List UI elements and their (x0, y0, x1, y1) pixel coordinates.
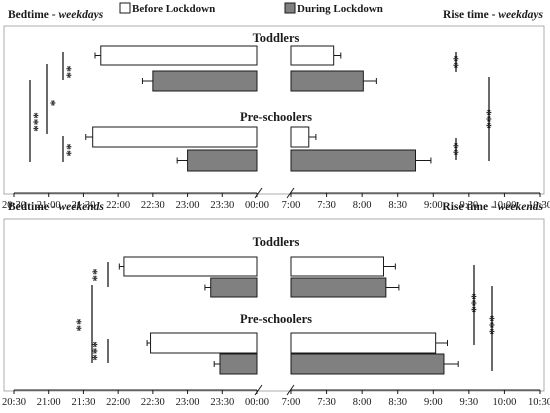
x-tick-label: 00:00 (245, 397, 269, 408)
x-tick-label: 8:00 (353, 397, 372, 408)
axis-break-mark (254, 187, 263, 199)
panel-title: Bedtime - weekdays (8, 9, 104, 21)
panel-title-day-type: weekends (58, 201, 104, 213)
bar-before (150, 332, 258, 354)
legend-label: During Lockdown (297, 3, 383, 15)
x-tick-label: 9:00 (424, 397, 443, 408)
x-tick-label: 22:00 (106, 397, 130, 408)
x-tick-label: 20:30 (2, 397, 26, 408)
significance-stars: ** (450, 56, 465, 69)
axis-break-mark (286, 384, 295, 396)
x-tick-label: 21:30 (71, 397, 95, 408)
significance-stars: *** (486, 315, 501, 335)
panel-title-day-type: weekdays (58, 9, 103, 21)
x-tick-label: 10:00 (492, 200, 516, 211)
x-tick-label: 7:00 (282, 200, 301, 211)
panel-title-main: Bedtime - (8, 201, 58, 213)
group-label: Pre-schoolers (240, 312, 312, 326)
axis-break-mark (286, 187, 295, 199)
bar-before (290, 45, 335, 66)
group-label: Toddlers (253, 235, 300, 249)
x-tick-label: 23:30 (210, 397, 234, 408)
significance-stars: *** (483, 109, 498, 129)
x-tick-label: 21:30 (71, 200, 95, 211)
bar-before (290, 332, 437, 354)
group-label: Toddlers (253, 31, 300, 45)
panel-title-main: Rise time - (442, 201, 497, 213)
bar-during (152, 70, 258, 92)
significance-stars: *** (30, 112, 45, 132)
legend-label: Before Lockdown (132, 3, 215, 15)
x-tick-label: 22:00 (106, 200, 130, 211)
x-tick-label: 23:00 (176, 200, 200, 211)
panel-title: Bedtime - weekends (8, 201, 104, 213)
x-tick-label: 21:00 (37, 397, 61, 408)
group-label: Pre-schoolers (240, 110, 312, 124)
bar-before (100, 45, 258, 66)
panel-title-main: Bedtime - (8, 9, 58, 21)
bar-before (123, 256, 258, 277)
panel-title: Rise time - weekends (442, 201, 543, 213)
axis-break-mark (254, 384, 263, 396)
x-tick-label: 10:30 (528, 200, 550, 211)
x-tick-label: 9:30 (460, 397, 479, 408)
x-tick-label: 7:00 (282, 397, 301, 408)
panel-title: Rise time - weekdays (443, 9, 543, 21)
x-tick-label: 7:30 (317, 397, 336, 408)
x-tick-label: 8:00 (353, 200, 372, 211)
panel-title-main: Rise time - (443, 9, 498, 21)
x-tick-label: 21:00 (37, 200, 61, 211)
x-tick-label: 20:30 (2, 200, 26, 211)
x-tick-label: 9:30 (460, 200, 479, 211)
significance-stars: ** (73, 319, 88, 332)
bar-during (210, 277, 258, 298)
panel-title-day-type: weekends (498, 201, 544, 213)
legend-swatch (284, 2, 296, 14)
bar-during (290, 353, 445, 375)
bottom-panel-frame (3, 218, 545, 392)
x-tick-label: 10:30 (528, 397, 550, 408)
significance-stars: ** (63, 66, 78, 79)
bar-before (92, 126, 258, 148)
significance-stars: * (47, 100, 62, 107)
legend-swatch (119, 2, 131, 14)
bar-during (219, 353, 258, 375)
x-tick-label: 23:00 (176, 397, 200, 408)
x-tick-label: 23:30 (210, 200, 234, 211)
x-tick-label: 22:30 (141, 397, 165, 408)
x-tick-label: 8:30 (388, 200, 407, 211)
panel-title-day-type: weekdays (498, 9, 543, 21)
x-tick-label: 7:30 (317, 200, 336, 211)
x-tick-label: 22:30 (141, 200, 165, 211)
x-tick-label: 8:30 (388, 397, 407, 408)
bar-during (290, 70, 364, 92)
significance-stars: ** (89, 269, 104, 282)
bar-during (290, 277, 387, 298)
significance-stars: ** (63, 144, 78, 157)
bar-during (187, 149, 258, 172)
top-panel-frame (3, 25, 545, 195)
bar-during (290, 149, 416, 172)
significance-stars: ** (450, 143, 465, 156)
significance-stars: *** (89, 341, 104, 361)
x-tick-label: 00:00 (245, 200, 269, 211)
x-tick-label: 9:00 (424, 200, 443, 211)
significance-stars: *** (468, 293, 483, 313)
bar-before (290, 126, 310, 148)
bar-before (290, 256, 384, 277)
x-tick-label: 10:00 (492, 397, 516, 408)
